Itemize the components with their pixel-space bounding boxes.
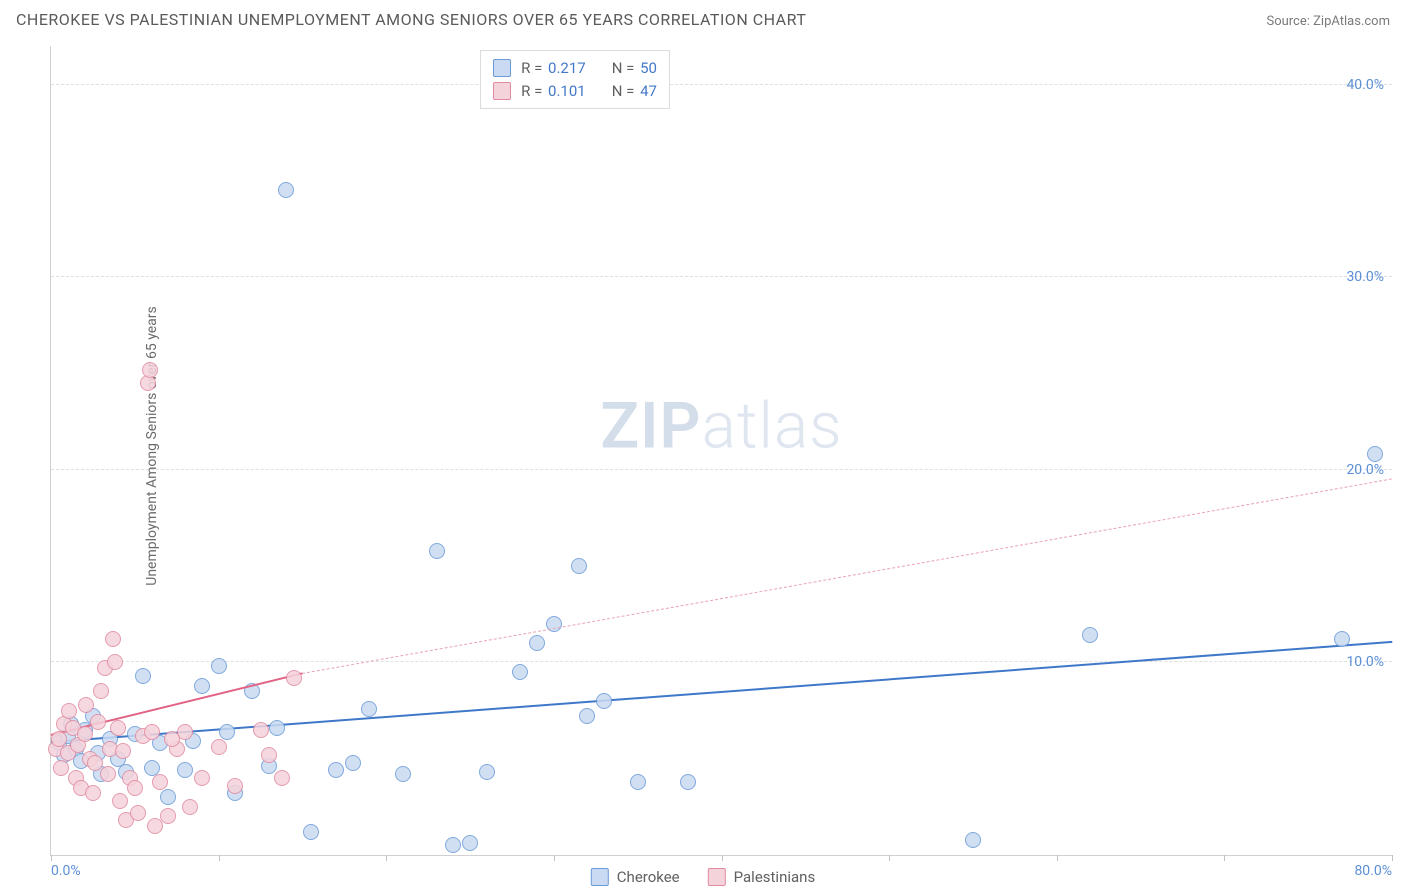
y-tick-label: 40.0% [1346, 77, 1384, 93]
x-tick [722, 855, 723, 861]
swatch-icon [493, 59, 511, 77]
data-point-palestinians [152, 774, 168, 790]
legend-label: Cherokee [617, 868, 680, 886]
x-tick [51, 855, 52, 861]
data-point-palestinians [77, 726, 93, 742]
data-point-palestinians [90, 714, 106, 730]
data-point-cherokee [571, 558, 587, 574]
data-point-cherokee [479, 764, 495, 780]
data-point-cherokee [529, 635, 545, 651]
gridline [51, 661, 1392, 662]
data-point-palestinians [160, 808, 176, 824]
data-point-cherokee [680, 774, 696, 790]
stats-box: R = 0.217 N = 50 R = 0.101 N = 47 [480, 50, 670, 109]
data-point-palestinians [144, 724, 160, 740]
legend-item-cherokee: Cherokee [591, 868, 680, 886]
data-point-cherokee [445, 837, 461, 853]
data-point-cherokee [1334, 631, 1350, 647]
data-point-cherokee [177, 762, 193, 778]
data-point-palestinians [127, 780, 143, 796]
source-label: Source: ZipAtlas.com [1266, 14, 1390, 29]
data-point-palestinians [105, 631, 121, 647]
data-point-cherokee [211, 658, 227, 674]
data-point-palestinians [253, 722, 269, 738]
stat-r: R = 0.101 [521, 80, 586, 103]
x-tick [889, 855, 890, 861]
x-tick [386, 855, 387, 861]
x-tick [219, 855, 220, 861]
gridline [51, 84, 1392, 85]
data-point-palestinians [115, 743, 131, 759]
x-tick [1392, 855, 1393, 861]
data-point-palestinians [130, 805, 146, 821]
data-point-cherokee [345, 755, 361, 771]
data-point-cherokee [579, 708, 595, 724]
data-point-cherokee [160, 789, 176, 805]
data-point-cherokee [278, 182, 294, 198]
chart-title: CHEROKEE VS PALESTINIAN UNEMPLOYMENT AMO… [16, 10, 806, 29]
x-tick [1224, 855, 1225, 861]
data-point-cherokee [630, 774, 646, 790]
data-point-palestinians [93, 683, 109, 699]
x-tick [1057, 855, 1058, 861]
data-point-palestinians [261, 747, 277, 763]
data-point-cherokee [512, 664, 528, 680]
data-point-cherokee [269, 720, 285, 736]
y-tick-label: 20.0% [1346, 462, 1384, 478]
trend-line [302, 478, 1392, 674]
stat-r: R = 0.217 [521, 57, 586, 80]
data-point-palestinians [142, 362, 158, 378]
data-point-cherokee [395, 766, 411, 782]
data-point-cherokee [219, 724, 235, 740]
swatch-icon [708, 868, 726, 886]
stats-row-cherokee: R = 0.217 N = 50 [493, 57, 657, 80]
watermark: ZIPatlas [600, 389, 842, 464]
stat-n: N = 50 [612, 57, 657, 80]
data-point-palestinians [274, 770, 290, 786]
x-tick [554, 855, 555, 861]
data-point-palestinians [112, 793, 128, 809]
legend-label: Palestinians [734, 868, 816, 886]
data-point-palestinians [211, 739, 227, 755]
data-point-cherokee [135, 668, 151, 684]
data-point-cherokee [303, 824, 319, 840]
swatch-icon [591, 868, 609, 886]
data-point-palestinians [110, 720, 126, 736]
y-tick-label: 30.0% [1346, 269, 1384, 285]
gridline [51, 276, 1392, 277]
data-point-palestinians [85, 785, 101, 801]
x-tick-label: 80.0% [1354, 863, 1392, 879]
stat-n: N = 47 [612, 80, 657, 103]
header: CHEROKEE VS PALESTINIAN UNEMPLOYMENT AMO… [0, 0, 1406, 33]
legend-item-palestinians: Palestinians [708, 868, 816, 886]
stats-row-palestinians: R = 0.101 N = 47 [493, 80, 657, 103]
y-tick-label: 10.0% [1346, 654, 1384, 670]
data-point-palestinians [286, 670, 302, 686]
data-point-palestinians [227, 778, 243, 794]
data-point-cherokee [429, 543, 445, 559]
data-point-cherokee [194, 678, 210, 694]
data-point-palestinians [87, 755, 103, 771]
data-point-palestinians [107, 654, 123, 670]
data-point-palestinians [61, 703, 77, 719]
data-point-cherokee [1082, 627, 1098, 643]
data-point-palestinians [53, 760, 69, 776]
legend: Cherokee Palestinians [591, 868, 815, 886]
data-point-cherokee [462, 835, 478, 851]
data-point-cherokee [965, 832, 981, 848]
x-tick-label: 0.0% [51, 863, 81, 879]
data-point-palestinians [78, 697, 94, 713]
data-point-palestinians [100, 766, 116, 782]
data-point-cherokee [328, 762, 344, 778]
scatter-chart: ZIPatlas 10.0%20.0%30.0%40.0%0.0%80.0%R … [50, 46, 1392, 856]
data-point-palestinians [194, 770, 210, 786]
data-point-cherokee [596, 693, 612, 709]
gridline [51, 469, 1392, 470]
data-point-cherokee [361, 701, 377, 717]
data-point-palestinians [182, 799, 198, 815]
data-point-palestinians [164, 731, 180, 747]
swatch-icon [493, 82, 511, 100]
data-point-cherokee [1367, 446, 1383, 462]
